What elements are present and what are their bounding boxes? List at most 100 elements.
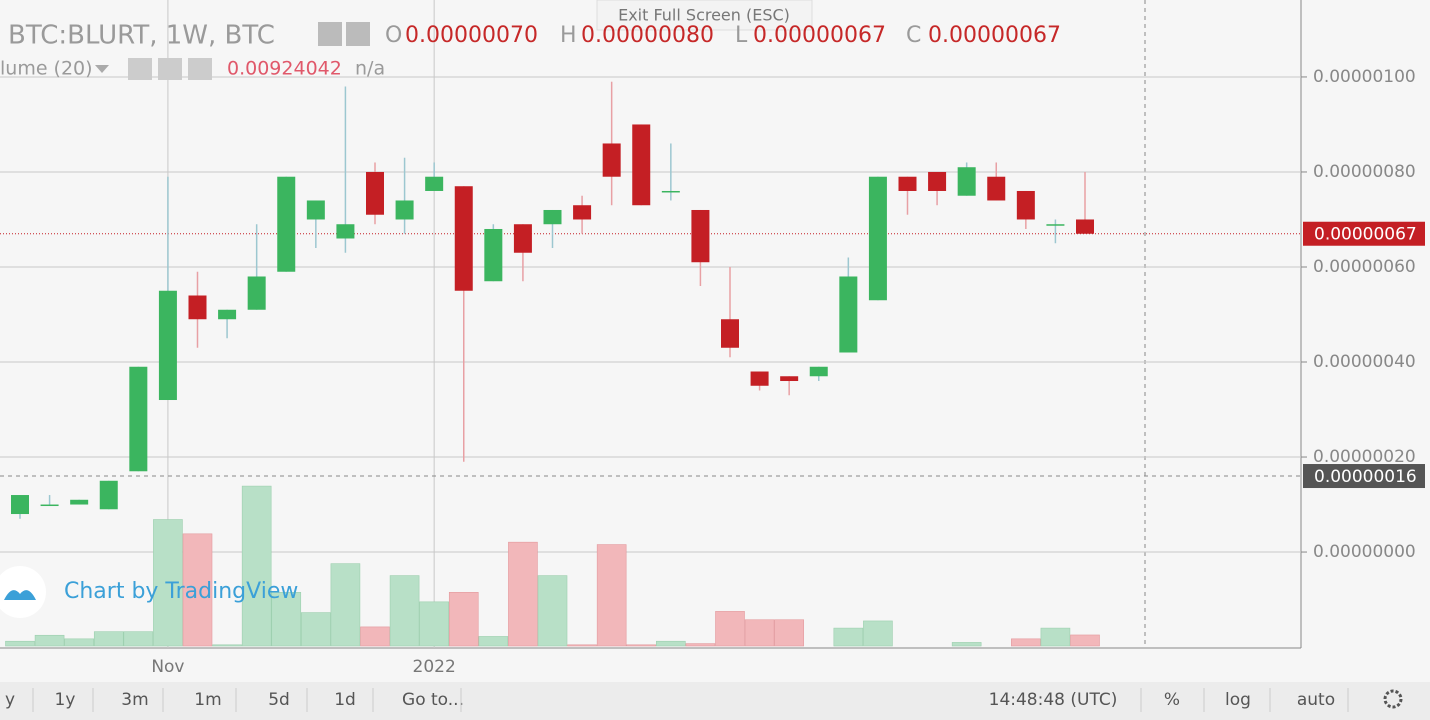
ohlc-key: L bbox=[735, 23, 748, 48]
candle-body bbox=[484, 228, 503, 282]
toolbar-button: 14:48:48 (UTC) bbox=[989, 690, 1118, 710]
candle-body bbox=[898, 176, 917, 191]
dropdown-icon[interactable] bbox=[95, 65, 109, 73]
candle-body bbox=[513, 224, 532, 253]
y-tick-label: 0.00000100 bbox=[1313, 67, 1416, 87]
volume-bar bbox=[656, 640, 686, 647]
volume-bar bbox=[271, 591, 302, 647]
toolbar-button[interactable]: 1y bbox=[55, 690, 76, 710]
volume-bar bbox=[419, 601, 449, 647]
candle-body bbox=[70, 499, 89, 505]
volume-bar bbox=[774, 619, 804, 647]
eye-icon[interactable] bbox=[318, 22, 342, 46]
candle-body bbox=[839, 276, 858, 353]
volume-bar bbox=[212, 644, 242, 647]
close-icon[interactable] bbox=[188, 58, 212, 80]
candle-body bbox=[750, 371, 769, 386]
candle-body bbox=[454, 186, 473, 291]
toolbar-button[interactable]: Go to... bbox=[402, 690, 464, 710]
candle-body bbox=[366, 171, 384, 215]
y-tick-label: 0.00000040 bbox=[1313, 352, 1416, 372]
volume-bar bbox=[330, 563, 361, 647]
candle-body bbox=[809, 366, 828, 377]
candle-body bbox=[336, 224, 355, 239]
branding[interactable]: Chart by TradingView bbox=[64, 579, 298, 604]
volume-bar bbox=[478, 636, 509, 647]
volume-bar bbox=[360, 626, 390, 647]
candle-body bbox=[395, 200, 414, 220]
volume-bar bbox=[123, 631, 154, 647]
eye-icon[interactable] bbox=[128, 58, 152, 80]
x-tick-label: 2022 bbox=[413, 657, 456, 677]
volume-bar bbox=[508, 541, 538, 647]
crosshair-label: 0.00000016 bbox=[1314, 467, 1417, 487]
candle-body bbox=[573, 205, 592, 220]
candle-body bbox=[661, 190, 680, 193]
logo-icon bbox=[4, 590, 36, 600]
symbol: BTC:BLURT, 1W, BTC bbox=[8, 21, 275, 51]
toolbar-button[interactable]: log bbox=[1225, 690, 1251, 710]
toolbar-button[interactable]: auto bbox=[1297, 690, 1335, 710]
candle-body bbox=[928, 171, 947, 191]
volume-label: lume (20) bbox=[0, 58, 93, 80]
toolbar bbox=[0, 682, 1430, 720]
candle-body bbox=[691, 209, 710, 263]
last-price-box bbox=[1303, 221, 1425, 246]
y-tick-label: 0.00000000 bbox=[1313, 542, 1416, 562]
crosshair-box bbox=[1303, 464, 1425, 489]
volume-bar bbox=[241, 485, 272, 647]
candle-body bbox=[425, 176, 444, 191]
candle-body bbox=[129, 366, 148, 472]
candle-body bbox=[306, 200, 325, 220]
toolbar-button[interactable]: 5d bbox=[268, 690, 290, 710]
ohlc-key: C bbox=[906, 23, 921, 48]
settings-icon[interactable] bbox=[346, 22, 370, 46]
volume-bar bbox=[833, 627, 864, 647]
volume-bar bbox=[301, 612, 331, 647]
settings-gear[interactable] bbox=[1383, 689, 1403, 709]
ohlc-value: 0.00000067 bbox=[928, 23, 1061, 48]
candle-body bbox=[721, 319, 739, 348]
y-tick-label: 0.00000060 bbox=[1313, 257, 1416, 277]
volume-extra: n/a bbox=[355, 58, 385, 80]
exit-fullscreen-button[interactable] bbox=[596, 0, 813, 31]
toolbar-button[interactable]: 3m bbox=[121, 690, 148, 710]
ohlc-key: O bbox=[385, 23, 402, 48]
volume-bar bbox=[863, 620, 893, 647]
candle-body bbox=[632, 124, 651, 206]
candle-body bbox=[247, 276, 266, 310]
volume-value: 0.00924042 bbox=[227, 58, 342, 80]
ohlc-value: 0.00000067 bbox=[753, 23, 886, 48]
volume-bar bbox=[951, 642, 982, 647]
candle-body bbox=[780, 376, 799, 382]
volume-bar bbox=[153, 519, 183, 647]
x-tick-label: Nov bbox=[151, 657, 184, 677]
volume-bar bbox=[1011, 638, 1041, 647]
volume-bar bbox=[182, 533, 213, 647]
candle-body bbox=[1076, 219, 1094, 234]
toolbar-button[interactable]: 1d bbox=[334, 690, 356, 710]
toolbar-button[interactable]: % bbox=[1164, 690, 1180, 710]
candle-body bbox=[957, 167, 976, 196]
volume-bar bbox=[5, 640, 35, 647]
volume-bar bbox=[567, 644, 597, 647]
settings-icon[interactable] bbox=[158, 58, 182, 80]
volume-bar bbox=[389, 575, 420, 647]
volume-bar bbox=[93, 631, 124, 647]
toolbar-button[interactable]: 1m bbox=[194, 690, 221, 710]
candle-body bbox=[158, 290, 177, 401]
volume-bar bbox=[537, 575, 568, 647]
candle-body bbox=[218, 309, 237, 320]
volume-bar bbox=[626, 644, 657, 647]
toolbar-button[interactable]: y bbox=[5, 690, 15, 710]
last-price-label: 0.00000067 bbox=[1314, 225, 1417, 245]
candle-body bbox=[277, 176, 296, 272]
exit-fullscreen-text[interactable]: Exit Full Screen (ESC) bbox=[618, 6, 790, 25]
ohlc-value: 0.00000070 bbox=[405, 23, 538, 48]
ohlc-key: H bbox=[560, 23, 577, 48]
candle-body bbox=[1046, 224, 1065, 226]
candle-body bbox=[543, 209, 562, 225]
y-tick-label: 0.00000020 bbox=[1313, 447, 1416, 467]
